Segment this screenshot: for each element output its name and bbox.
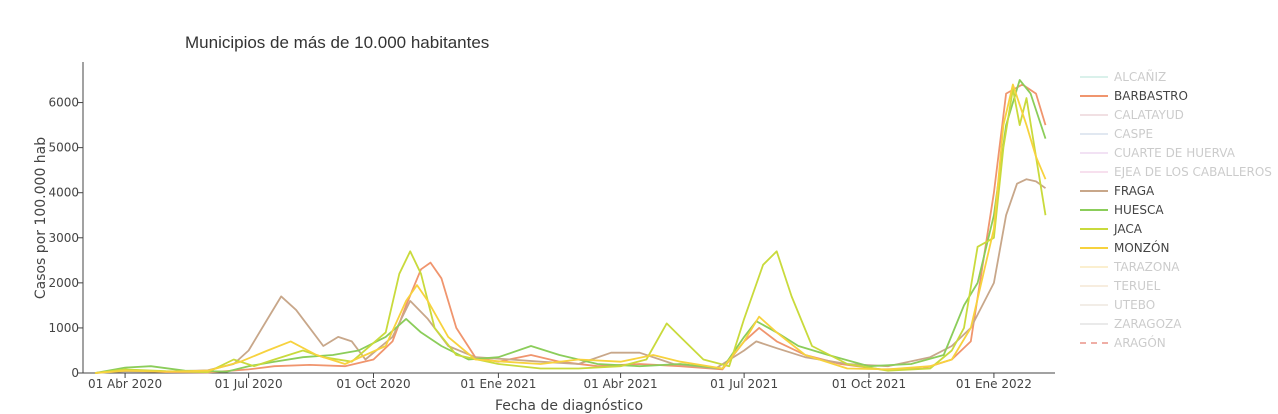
series-line-barbastro[interactable] [95, 83, 1047, 374]
x-tick-label: 01 Abr 2020 [88, 377, 162, 391]
series-line-jaca[interactable] [95, 88, 1047, 374]
legend-label: BARBASTRO [1114, 89, 1188, 103]
legend-item-ejea-de-los-caballeros[interactable]: EJEA DE LOS CABALLEROS [1080, 165, 1272, 179]
y-tick-label: 2000 [48, 276, 79, 290]
x-tick-label: 01 Abr 2021 [583, 377, 657, 391]
legend-item-alcaniz[interactable]: ALCAÑIZ [1080, 69, 1166, 84]
legend-item-aragon[interactable]: ARAGÓN [1080, 335, 1166, 350]
legend-label: JACA [1113, 222, 1143, 236]
legend-label: TARAZONA [1113, 260, 1180, 274]
legend-label: ZARAGOZA [1114, 317, 1182, 331]
y-tick-label: 6000 [48, 96, 79, 110]
series-line-fraga[interactable] [95, 178, 1047, 374]
x-tick-label: 01 Oct 2020 [336, 377, 410, 391]
chart-title: Municipios de más de 10.000 habitantes [185, 33, 489, 52]
y-tick-label: 0 [71, 366, 79, 380]
x-axis: 01 Abr 2020 01 Jul 2020 01 Oct 2020 01 Ene … [88, 373, 1032, 391]
legend: ALCAÑIZ BARBASTRO CALATAYUD CASPE CUARTE DE … [1080, 69, 1272, 350]
legend-label: ALCAÑIZ [1114, 69, 1166, 84]
x-tick-label: 01 Ene 2021 [460, 377, 536, 391]
legend-item-jaca[interactable]: JACA [1080, 222, 1143, 236]
x-axis-title: Fecha de diagnóstico [495, 398, 643, 414]
legend-label: CUARTE DE HUERVA [1114, 146, 1236, 160]
y-tick-label: 5000 [48, 141, 79, 155]
x-tick-label: 01 Jul 2021 [710, 377, 778, 391]
legend-label: ARAGÓN [1114, 335, 1166, 350]
legend-item-tarazona[interactable]: TARAZONA [1080, 260, 1180, 274]
y-axis: 0 1000 2000 3000 4000 5000 6000 [48, 96, 83, 380]
legend-item-zaragoza[interactable]: ZARAGOZA [1080, 317, 1182, 331]
legend-item-calatayud[interactable]: CALATAYUD [1080, 108, 1184, 122]
legend-label: CALATAYUD [1114, 108, 1184, 122]
legend-item-caspe[interactable]: CASPE [1080, 127, 1153, 141]
legend-item-teruel[interactable]: TERUEL [1080, 279, 1161, 293]
legend-item-barbastro[interactable]: BARBASTRO [1080, 89, 1188, 103]
series-lines [95, 79, 1047, 374]
legend-item-fraga[interactable]: FRAGA [1080, 184, 1155, 198]
y-tick-label: 3000 [48, 231, 79, 245]
y-tick-label: 1000 [48, 321, 79, 335]
legend-item-monzon[interactable]: MONZÓN [1080, 240, 1169, 255]
y-axis-title: Casos por 100.000 hab [33, 137, 49, 299]
legend-label: TERUEL [1113, 279, 1161, 293]
legend-label: CASPE [1114, 127, 1153, 141]
legend-item-utebo[interactable]: UTEBO [1080, 298, 1155, 312]
legend-label: MONZÓN [1114, 240, 1169, 255]
legend-item-cuarte-de-huerva[interactable]: CUARTE DE HUERVA [1080, 146, 1236, 160]
legend-label: FRAGA [1114, 184, 1155, 198]
legend-item-huesca[interactable]: HUESCA [1080, 203, 1164, 217]
series-line-monzon[interactable] [95, 83, 1047, 374]
x-tick-label: 01 Oct 2021 [832, 377, 906, 391]
series-line-huesca[interactable] [95, 79, 1047, 374]
x-tick-label: 01 Ene 2022 [956, 377, 1032, 391]
legend-label: EJEA DE LOS CABALLEROS [1114, 165, 1272, 179]
x-tick-label: 01 Jul 2020 [215, 377, 283, 391]
legend-label: HUESCA [1114, 203, 1164, 217]
y-tick-label: 4000 [48, 186, 79, 200]
legend-label: UTEBO [1114, 298, 1155, 312]
